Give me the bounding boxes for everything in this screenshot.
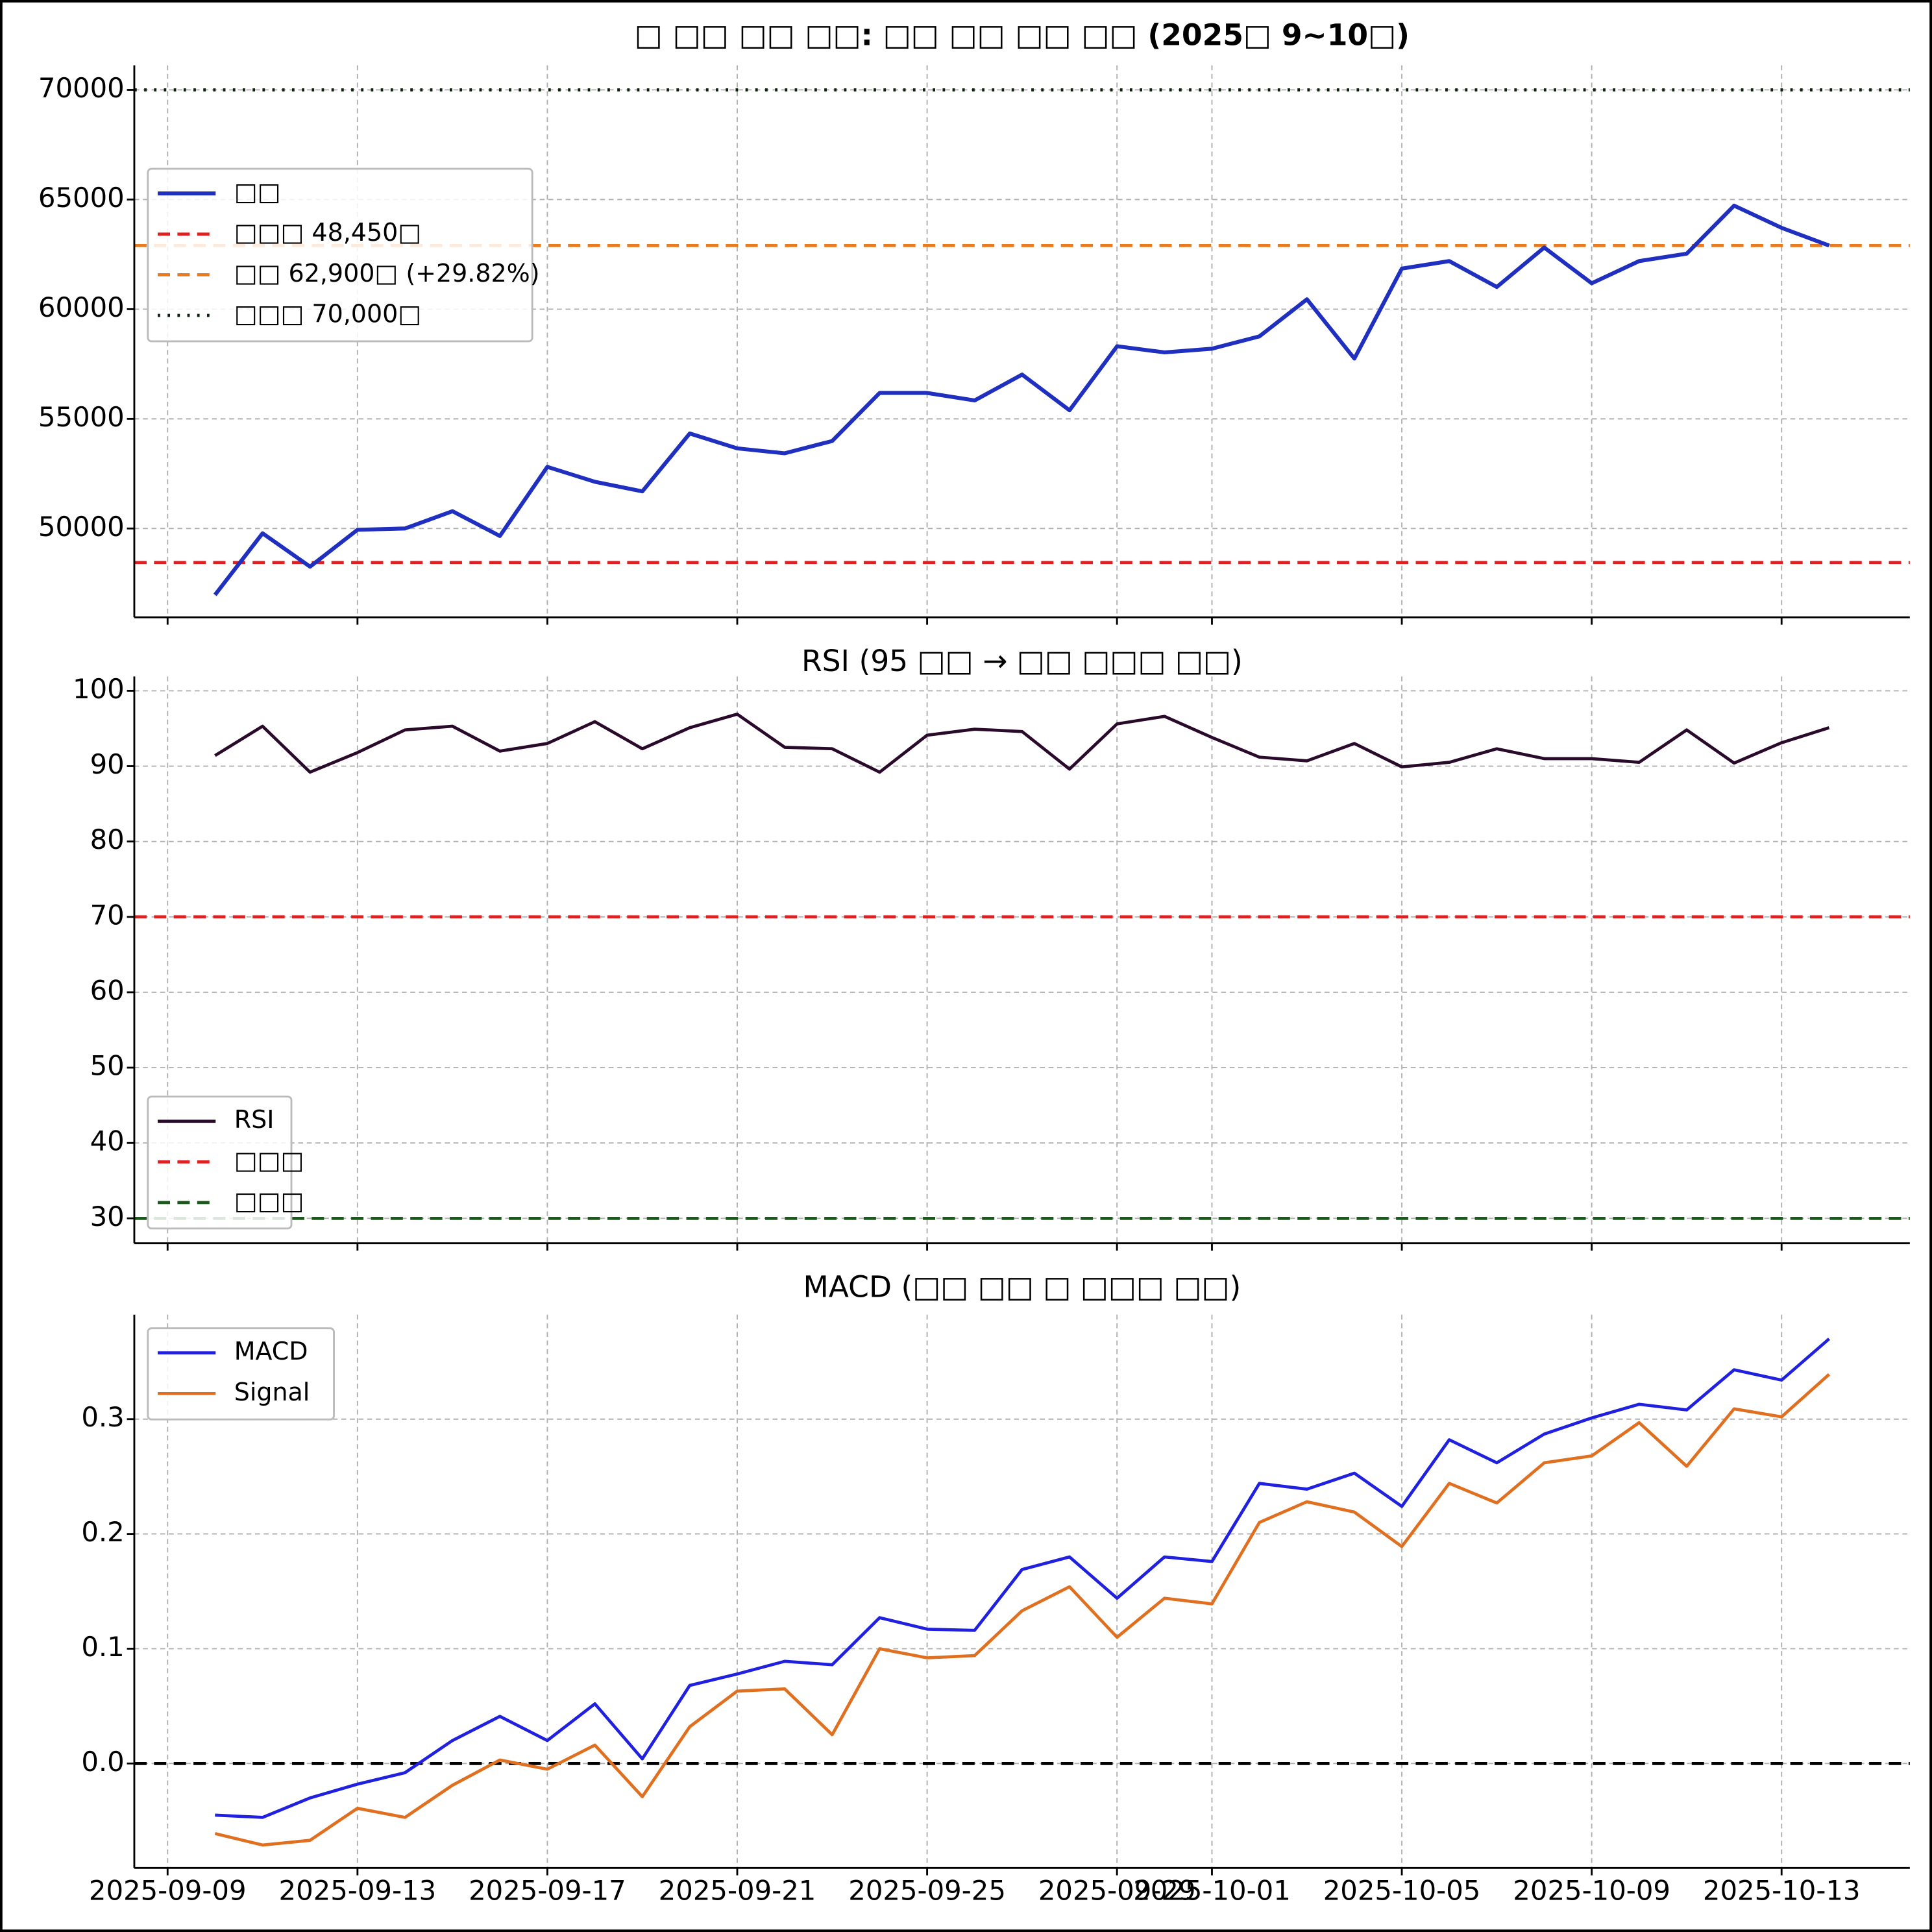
y-tick-label: 70000 — [38, 72, 125, 104]
legend-label: MACD — [234, 1337, 308, 1365]
legend-label: RSI — [234, 1105, 275, 1134]
y-tick-label: 30 — [90, 1201, 125, 1232]
y-tick-label: 100 — [73, 673, 125, 705]
x-tick-label: 2025-10-09 — [1513, 1875, 1670, 1907]
legend-box — [147, 167, 533, 343]
legend-box — [147, 1095, 293, 1230]
chart-title: □ □□ □□ □□: □□ □□ □□ □□ (2025□ 9~10□) — [635, 18, 1410, 52]
y-tick-label: 60000 — [38, 291, 125, 323]
x-tick-label: 2025-10-01 — [1133, 1875, 1291, 1907]
y-tick-label: 90 — [90, 748, 125, 780]
legend: □□ □□□ 48,450□ □□ 62,900□ (+29.82%) □□□ 70,… — [147, 167, 540, 343]
y-tick-label: 0.2 — [81, 1516, 124, 1548]
x-tick-label: 2025-09-13 — [279, 1875, 437, 1907]
legend-label: □□□ — [234, 1187, 304, 1216]
y-tick-label: 50 — [90, 1050, 125, 1082]
legend-label: □□ 62,900□ (+29.82%) — [234, 259, 540, 287]
legend-label: Signal — [234, 1378, 310, 1406]
y-tick-label: 50000 — [38, 511, 125, 543]
y-tick-label: 0.0 — [81, 1746, 124, 1778]
y-tick-label: 0.3 — [81, 1401, 124, 1433]
y-tick-label: 70 — [90, 899, 125, 931]
data-line — [213, 203, 1830, 596]
legend-label: □□□ — [234, 1146, 304, 1175]
y-tick-label: 40 — [90, 1125, 125, 1157]
x-tick-label: 2025-09-29 — [1038, 1875, 1196, 1907]
x-tick-label: 2025-09-25 — [848, 1875, 1006, 1907]
x-tick-label: 2025-09-21 — [659, 1875, 816, 1907]
legend-label: □□ — [234, 178, 281, 206]
data-line — [214, 713, 1830, 774]
chart-title: RSI (95 □□ → □□ □□□ □□) — [801, 644, 1243, 678]
legend: MACD Signal — [147, 1327, 335, 1421]
data-line — [214, 1373, 1831, 1847]
y-tick-label: 80 — [90, 824, 125, 855]
y-tick-label: 0.1 — [81, 1631, 124, 1663]
y-tick-label: 55000 — [38, 401, 125, 433]
legend-label: □□□ 70,000□ — [234, 300, 421, 328]
chart-title: MACD (□□ □□ □ □□□ □□) — [803, 1269, 1241, 1304]
legend-label: □□□ 48,450□ — [234, 218, 421, 247]
x-tick-label: 2025-09-09 — [89, 1875, 247, 1907]
y-tick-label: 65000 — [38, 182, 125, 214]
legend: RSI □□□ □□□ — [147, 1095, 304, 1230]
legend-box — [147, 1327, 335, 1421]
x-tick-label: 2025-10-05 — [1323, 1875, 1481, 1907]
data-line — [215, 1338, 1831, 1819]
x-tick-label: 2025-09-17 — [469, 1875, 626, 1907]
y-tick-label: 60 — [90, 974, 125, 1006]
x-tick-label: 2025-10-13 — [1703, 1875, 1861, 1907]
